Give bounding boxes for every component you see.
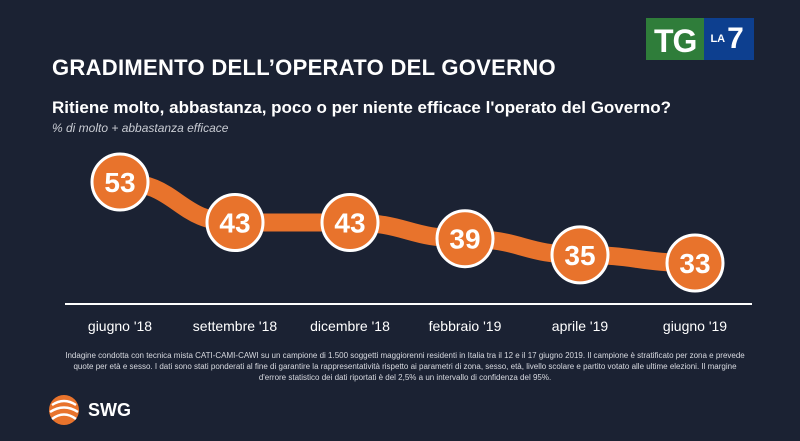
- tg-la7-logo: TG LA 7: [646, 18, 754, 60]
- data-label: 35: [564, 240, 595, 271]
- data-point: [665, 233, 725, 293]
- brand-name: SWG: [88, 399, 131, 420]
- data-label: 43: [334, 208, 365, 239]
- logo-la: LA: [710, 33, 726, 45]
- data-label: 33: [679, 248, 710, 279]
- data-point: [320, 193, 380, 252]
- data-point: [550, 225, 610, 285]
- x-tick-label: giugno '18: [88, 318, 152, 334]
- data-label: 53: [104, 167, 135, 198]
- x-tick-label: settembre '18: [193, 318, 278, 334]
- chart-title: GRADIMENTO DELL’OPERATO DEL GOVERNO: [52, 55, 556, 80]
- data-point: [205, 193, 265, 252]
- swg-brand: SWG: [46, 392, 131, 428]
- x-tick-label: aprile '19: [552, 318, 609, 334]
- chart-subtitle: % di molto + abbastanza efficace: [52, 121, 229, 135]
- x-tick-label: giugno '19: [663, 318, 727, 334]
- globe-icon: [49, 395, 79, 425]
- logo-la7: LA 7: [704, 18, 754, 60]
- data-label: 43: [219, 208, 250, 239]
- survey-question: Ritiene molto, abbastanza, poco o per ni…: [52, 98, 671, 117]
- data-point: [90, 152, 150, 212]
- x-tick-label: febbraio '19: [429, 318, 502, 334]
- logo-tg: TG: [646, 18, 705, 60]
- methodology-note: Indagine condotta con tecnica mista CATI…: [65, 351, 745, 382]
- logo-seven: 7: [727, 22, 744, 55]
- data-label: 39: [449, 224, 480, 255]
- data-point: [435, 209, 495, 269]
- x-tick-label: dicembre '18: [310, 318, 390, 334]
